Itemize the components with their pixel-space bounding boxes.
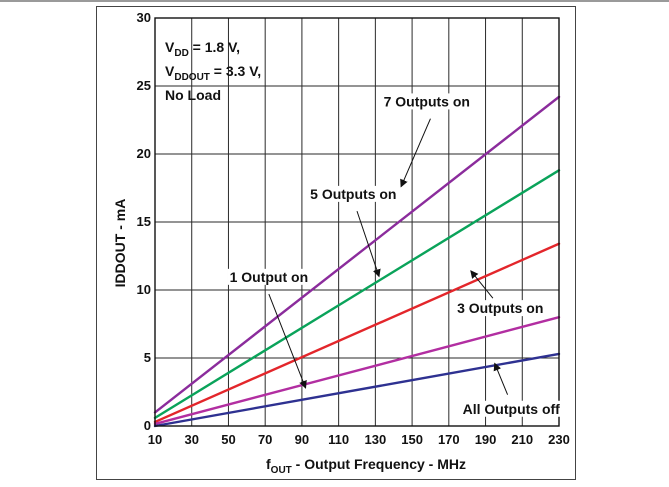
plot-border bbox=[154, 17, 560, 427]
annotation-arrow bbox=[493, 362, 509, 395]
annotation-arrow bbox=[400, 118, 431, 188]
y-axis-label: IDDOUT - mA bbox=[112, 199, 128, 288]
x-tick-label: 230 bbox=[548, 432, 570, 447]
chart-frame bbox=[96, 6, 576, 480]
x-tick-label: 90 bbox=[295, 432, 309, 447]
x-tick-label: 50 bbox=[221, 432, 235, 447]
x-tick-label: 190 bbox=[475, 432, 497, 447]
x-tick-label: 10 bbox=[148, 432, 162, 447]
x-axis-label: fOUT - Output Frequency - MHz bbox=[266, 456, 466, 476]
series-line-3 bbox=[153, 316, 561, 426]
x-axis-label-rest: - Output Frequency - MHz bbox=[292, 456, 466, 472]
condition-line: VDD = 1.8 V, bbox=[165, 39, 240, 59]
annotation-background bbox=[308, 185, 399, 202]
x-tick-label: 210 bbox=[511, 432, 533, 447]
condition-line: No Load bbox=[165, 87, 221, 103]
annotation-arrow bbox=[268, 293, 307, 389]
x-axis-label-main: f bbox=[266, 456, 271, 472]
conditions-box: VDD = 1.8 V, VDDOUT = 3.3 V, No Load bbox=[165, 39, 261, 103]
y-tick-label: 25 bbox=[137, 78, 151, 93]
series-lines bbox=[153, 95, 561, 428]
axes bbox=[154, 17, 560, 427]
annotation-arrow bbox=[356, 210, 381, 278]
x-axis-label-sub: OUT bbox=[271, 465, 292, 476]
series-line-1 bbox=[153, 169, 561, 420]
y-tick-label: 0 bbox=[144, 418, 151, 433]
annotation-label: 1 Output on bbox=[230, 269, 309, 285]
x-tick-label: 110 bbox=[328, 432, 349, 447]
annotation-background bbox=[227, 268, 311, 285]
series-line-2 bbox=[153, 242, 561, 424]
series-line-0 bbox=[153, 95, 561, 414]
y-tick-label: 15 bbox=[137, 214, 151, 229]
x-tick-label: 130 bbox=[365, 432, 387, 447]
condition-line: VDDOUT = 3.3 V, bbox=[165, 63, 261, 83]
annotation-label: 5 Outputs on bbox=[310, 186, 396, 202]
y-tick-label: 30 bbox=[137, 10, 151, 25]
y-tick-label: 5 bbox=[144, 350, 151, 365]
x-tick-label: 70 bbox=[258, 432, 272, 447]
annotation-background bbox=[460, 400, 563, 417]
annotation-label: 3 Outputs on bbox=[457, 300, 543, 316]
annotation-background bbox=[381, 93, 472, 110]
top-divider bbox=[0, 0, 669, 2]
y-tick-label: 10 bbox=[137, 282, 151, 297]
annotation-background bbox=[455, 300, 546, 317]
annotation-label: 7 Outputs on bbox=[384, 93, 470, 109]
series-line-4 bbox=[153, 352, 561, 428]
x-tick-label: 30 bbox=[184, 432, 198, 447]
x-tick-label: 150 bbox=[401, 432, 423, 447]
x-tick-label: 170 bbox=[438, 432, 460, 447]
annotations: 7 Outputs on 5 Outputs on 1 Output on 3 Out… bbox=[227, 93, 563, 417]
annotation-arrow bbox=[470, 270, 494, 299]
tick-labels: 10 30 50 70 90 110 130 150 170 190 210 230 0 5 10 15 20 2… bbox=[137, 10, 570, 447]
y-tick-label: 20 bbox=[137, 146, 151, 161]
annotation-label: All Outputs off bbox=[463, 401, 561, 417]
